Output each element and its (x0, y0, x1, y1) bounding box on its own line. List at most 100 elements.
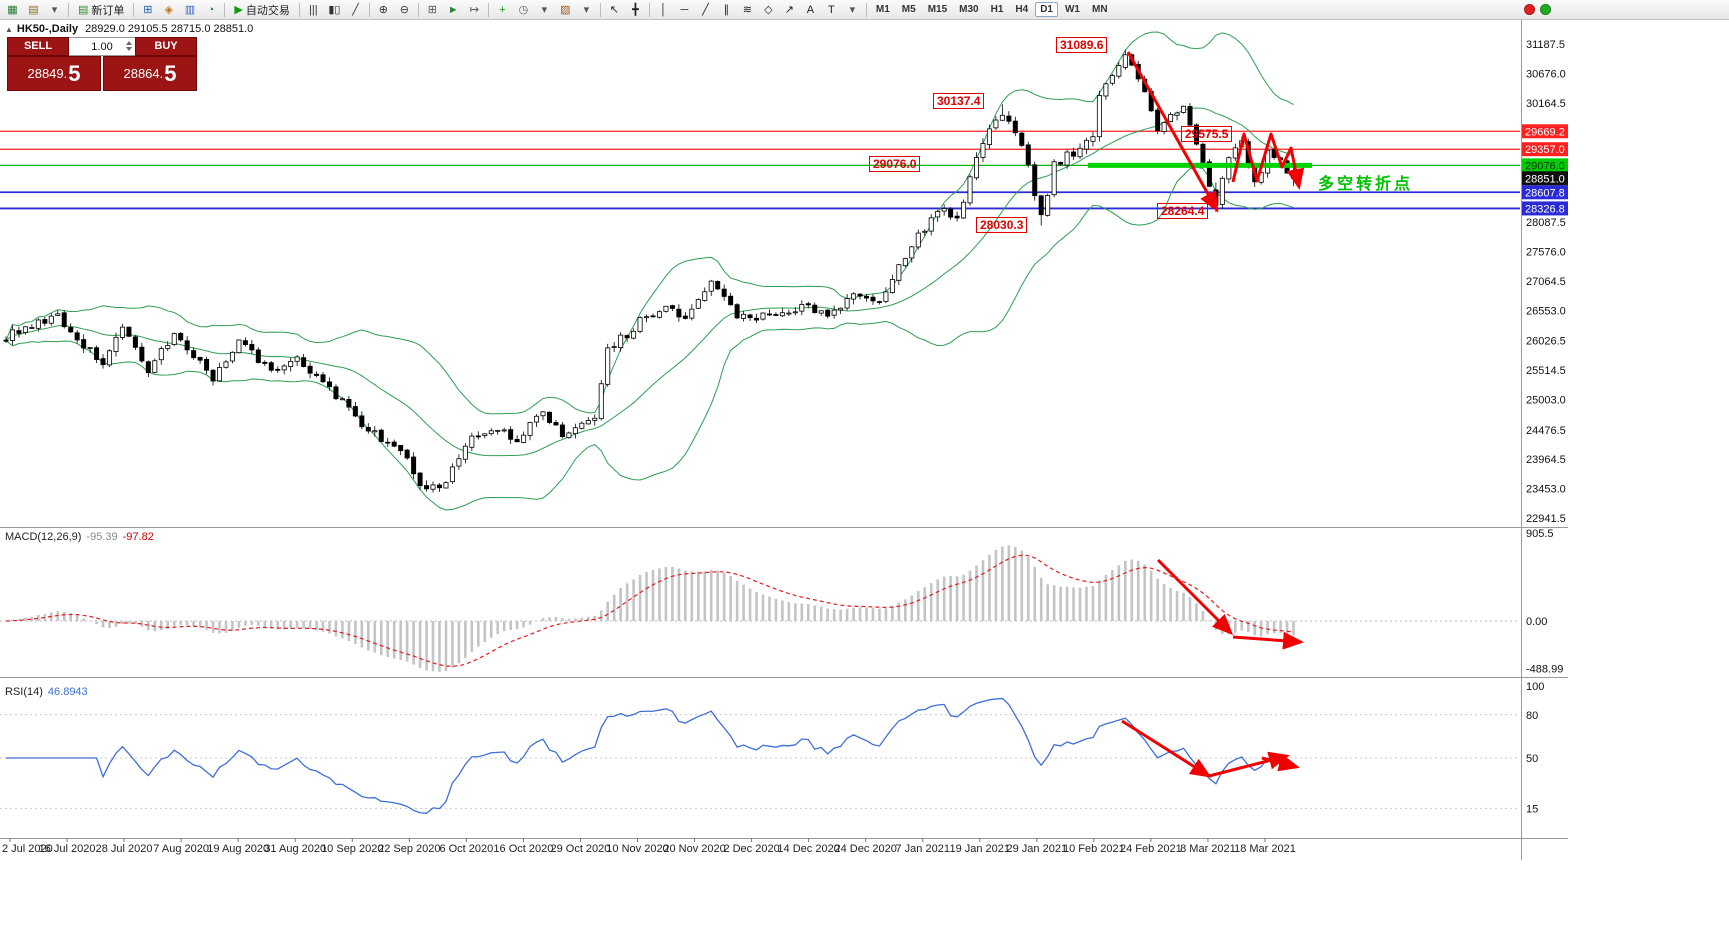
horizontal-level-lines[interactable] (0, 130, 1520, 210)
svg-text:25003.0: 25003.0 (1526, 394, 1566, 406)
fibonacci-icon[interactable]: ≋ (742, 3, 752, 16)
toolbar-separator (133, 2, 135, 17)
timeframe-d1[interactable]: D1 (1035, 2, 1058, 17)
candlestick-chart-icon[interactable]: ▮▯ (328, 3, 341, 16)
timeframe-mn[interactable]: MN (1087, 2, 1113, 17)
terminal-icon[interactable]: ▥ (184, 3, 196, 16)
rsi-name: RSI(14) (5, 686, 43, 698)
profiles-dropdown-icon[interactable]: ▾ (51, 3, 58, 16)
svg-text:16 Jul 2020: 16 Jul 2020 (39, 843, 96, 855)
rsi-indicator (0, 697, 1520, 814)
channel-icon[interactable]: ∥ (723, 3, 730, 16)
autotrading-button[interactable]: ▶ 自动交易 (229, 2, 294, 18)
timeframe-w1[interactable]: W1 (1060, 2, 1085, 17)
svg-text:23453.0: 23453.0 (1526, 484, 1566, 496)
svg-text:22941.5: 22941.5 (1526, 513, 1566, 525)
svg-text:100: 100 (1526, 681, 1544, 693)
trend-arrows[interactable] (1121, 51, 1305, 778)
svg-text:29 Oct 2020: 29 Oct 2020 (550, 843, 610, 855)
objects-dropdown-icon[interactable]: ▾ (849, 3, 856, 16)
price-callout: 29575.5 (1181, 126, 1233, 142)
new-order-button[interactable]: ▤ 新订单 (73, 2, 129, 18)
line-chart-icon[interactable]: ╱ (352, 3, 359, 16)
price-scale[interactable]: 31187.5 30676.0 30164.5 28087.5 27576.0 27064… (1522, 39, 1568, 815)
label-icon[interactable]: T (828, 3, 835, 16)
buy-button[interactable]: BUY (135, 37, 197, 56)
macd-indicator (0, 545, 1520, 672)
svg-text:7 Aug 2020: 7 Aug 2020 (153, 843, 209, 855)
chart-shift-icon[interactable]: ↦ (469, 3, 479, 16)
macd-signal-value: -97.82 (122, 531, 154, 543)
ohlc-values: 28929.0 29105.5 28715.0 28851.0 (85, 23, 254, 35)
svg-text:7 Jan 2021: 7 Jan 2021 (896, 843, 950, 855)
autoscroll-icon[interactable]: ► (447, 3, 459, 16)
toolbar-separator (417, 2, 419, 17)
bars-chart-icon[interactable]: ||| (309, 3, 318, 16)
templates-dropdown-icon[interactable]: ▾ (583, 3, 590, 16)
zoom-out-icon[interactable]: ⊖ (399, 3, 409, 16)
tile-windows-icon[interactable]: ⊞ (427, 3, 437, 16)
sell-price[interactable]: 28849. 5 (7, 56, 101, 91)
crosshair-icon[interactable]: ╋ (632, 3, 639, 16)
svg-text:10 Sep 2020: 10 Sep 2020 (321, 843, 383, 855)
periods-dropdown-icon[interactable]: ▾ (541, 3, 548, 16)
indicators-icon[interactable]: + (499, 3, 506, 16)
svg-text:26026.5: 26026.5 (1526, 336, 1566, 348)
strategy-tester-icon[interactable]: ◔ (207, 3, 215, 16)
volume-up-icon[interactable] (126, 41, 132, 45)
svg-text:23964.5: 23964.5 (1526, 454, 1566, 466)
timeframe-m5[interactable]: M5 (897, 2, 921, 17)
svg-text:20 Nov 2020: 20 Nov 2020 (663, 843, 725, 855)
svg-text:6 Oct 2020: 6 Oct 2020 (439, 843, 493, 855)
volume-stepper[interactable]: 1.00 (69, 37, 135, 56)
new-order-icon: ▤ (78, 4, 89, 16)
arrows-icon[interactable]: ↗ (784, 3, 794, 16)
oneclick-toggle-icon[interactable]: ▲ (5, 25, 13, 34)
timeframe-m30[interactable]: M30 (954, 2, 983, 17)
price-callout: 28264.4 (1157, 203, 1209, 219)
new-chart-icon[interactable]: ▦ (7, 3, 18, 16)
chart-canvas[interactable]: 31187.5 30676.0 30164.5 28087.5 27576.0 27064… (0, 20, 1568, 860)
sell-price-big-digit: 5 (68, 60, 81, 86)
buy-price[interactable]: 28864. 5 (103, 56, 197, 91)
text-icon[interactable]: A (806, 3, 815, 16)
timeframe-m15[interactable]: M15 (923, 2, 952, 17)
autotrading-play-icon: ▶ (234, 4, 243, 16)
svg-text:14 Dec 2020: 14 Dec 2020 (777, 843, 839, 855)
svg-text:8 Mar 2021: 8 Mar 2021 (1180, 843, 1236, 855)
horizontal-line-icon[interactable]: ─ (680, 3, 689, 16)
macd-main-value: -95.39 (86, 531, 118, 543)
shapes-icon[interactable]: ◇ (764, 3, 773, 16)
trend-note-text: 多空转折点 (1318, 176, 1414, 193)
toolbar-separator (865, 2, 867, 17)
svg-text:0.00: 0.00 (1526, 616, 1547, 628)
notification-green-icon[interactable] (1540, 4, 1551, 15)
chart-title: ▲ HK50-,Daily 28929.0 29105.5 28715.0 2885… (5, 23, 253, 35)
volume-down-icon[interactable] (126, 47, 132, 51)
volume-value[interactable]: 1.00 (91, 40, 113, 53)
volume-spinner[interactable] (126, 41, 132, 51)
timeframe-h4[interactable]: H4 (1010, 2, 1033, 17)
periods-icon[interactable]: ◷ (518, 3, 529, 16)
sell-button[interactable]: SELL (7, 37, 69, 56)
cursor-icon[interactable]: ↖ (609, 3, 619, 16)
vertical-line-icon[interactable]: │ (659, 3, 667, 16)
timeframe-m1[interactable]: M1 (871, 2, 895, 17)
timeframe-h1[interactable]: H1 (986, 2, 1009, 17)
svg-text:26553.0: 26553.0 (1526, 305, 1566, 317)
notification-red-icon[interactable] (1524, 4, 1535, 15)
svg-text:19 Aug 2020: 19 Aug 2020 (207, 843, 269, 855)
profiles-icon[interactable]: ▤ (28, 3, 39, 16)
zoom-in-icon[interactable]: ⊕ (378, 3, 388, 16)
trendline-icon[interactable]: ╱ (702, 3, 709, 16)
svg-text:2 Jul 2020: 2 Jul 2020 (2, 843, 53, 855)
bollinger-bands (5, 31, 1294, 511)
market-watch-icon[interactable]: ⊞ (143, 3, 153, 16)
navigator-icon[interactable]: ◈ (164, 3, 174, 16)
templates-icon[interactable]: ▨ (560, 3, 571, 16)
svg-text:19 Jan 2021: 19 Jan 2021 (949, 843, 1010, 855)
buy-price-big-digit: 5 (164, 60, 177, 86)
svg-text:30676.0: 30676.0 (1526, 68, 1566, 80)
